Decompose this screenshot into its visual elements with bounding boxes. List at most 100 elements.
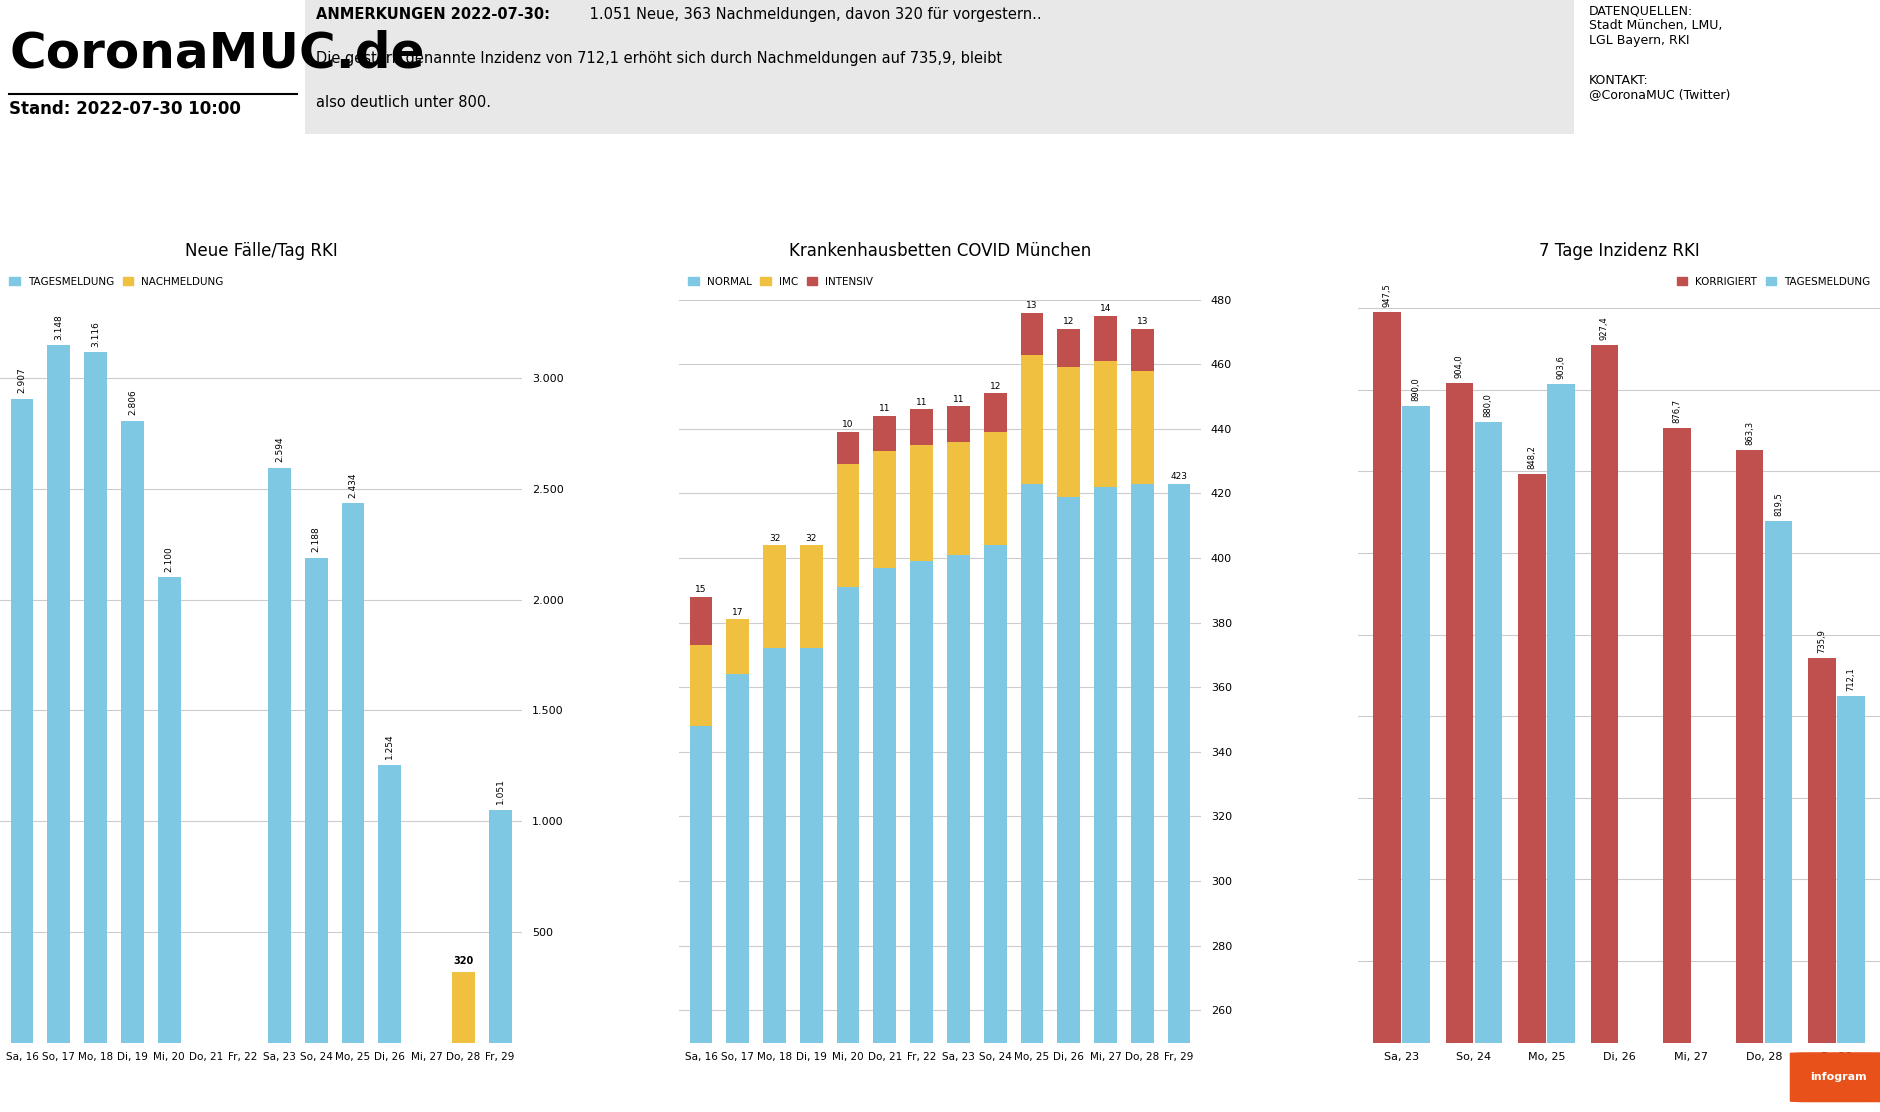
Bar [910,562,932,1043]
Bar [874,416,897,451]
Bar [1402,406,1429,1043]
Bar [948,555,970,1043]
Bar [85,353,107,1043]
Bar [948,441,970,555]
Text: 423: 423 [1134,473,1151,481]
Text: INTENSIV: INTENSIV [1205,238,1252,248]
Bar [11,398,34,1043]
Text: 32: 32 [807,534,818,543]
Bar [837,587,859,1043]
Bar [1021,484,1043,1043]
FancyBboxPatch shape [1790,1052,1880,1102]
Text: 320: 320 [453,956,474,966]
Text: 348: 348 [692,714,709,724]
Text: 404: 404 [987,534,1004,543]
Legend: KORRIGIERT, TAGESMELDUNG: KORRIGIERT, TAGESMELDUNG [1673,272,1874,291]
Text: Di-Sa, nicht nach
Feiertagen: Di-Sa, nicht nach Feiertagen [1679,251,1767,275]
Text: 391: 391 [840,576,857,585]
Bar [763,545,786,648]
Bar [1132,370,1154,484]
Bar [948,406,970,441]
Text: Made with: Made with [1747,1072,1805,1082]
Bar [378,765,400,1043]
Text: 32: 32 [769,534,780,543]
Text: 13: 13 [1073,187,1120,220]
Text: 36: 36 [880,440,891,449]
Text: +4: +4 [442,187,498,221]
Text: 13: 13 [1026,301,1038,310]
Bar [1132,329,1154,370]
Bar [269,468,291,1043]
Text: 25: 25 [696,634,707,643]
Text: 17: 17 [731,608,743,617]
Text: 15: 15 [696,585,707,594]
Bar [1809,657,1835,1043]
Bar [910,445,932,562]
Text: 364: 364 [729,663,746,672]
Bar [1021,355,1043,484]
Text: 11: 11 [953,395,964,404]
Text: 13: 13 [1137,317,1149,326]
Text: 399: 399 [914,549,931,558]
Text: 40: 40 [1026,342,1038,351]
Text: 1.051: 1.051 [496,778,504,804]
Text: 2.806: 2.806 [128,389,137,416]
Text: 423: 423 [931,187,1000,220]
Bar [489,810,511,1043]
Text: 3.148: 3.148 [55,314,64,340]
Text: Gesamt: 606.787: Gesamt: 606.787 [111,251,201,261]
Text: TODESFÄLLE: TODESFÄLLE [431,138,509,148]
Text: 735,9: 735,9 [1818,628,1827,653]
Text: Die gestern genannte Inzidenz von 712,1 erhöht sich durch Nachmeldungen auf 735,: Die gestern genannte Inzidenz von 712,1 … [316,51,1002,66]
Bar [910,409,932,445]
Bar [1837,696,1865,1043]
Text: KRANKENHAUSBETTEN COVID: KRANKENHAUSBETTEN COVID [1004,138,1190,148]
Text: 11: 11 [880,405,891,414]
Bar [1021,312,1043,355]
Text: 423: 423 [1171,473,1188,481]
Text: 372: 372 [765,637,784,646]
Bar [726,619,748,674]
Bar [1057,367,1081,497]
Text: 904,0: 904,0 [1455,355,1465,378]
Text: 1.051 Neue, 363 Nachmeldungen, davon 320 für vorgestern..: 1.051 Neue, 363 Nachmeldungen, davon 320… [585,7,1042,21]
Bar [874,451,897,568]
Bar [1735,449,1763,1043]
Text: 35: 35 [1137,359,1149,368]
Text: 890,0: 890,0 [1412,377,1419,401]
Text: 419: 419 [1060,485,1077,494]
Text: 397: 397 [876,556,893,565]
Bar [726,674,748,1043]
Text: 947,5: 947,5 [1382,284,1391,307]
Bar [799,648,823,1043]
Text: CoronaMUC.de: CoronaMUC.de [9,29,425,78]
Text: 38: 38 [842,453,854,461]
Bar [1765,522,1792,1043]
Bar [1094,361,1117,487]
Bar [1057,329,1081,367]
Text: 36: 36 [916,434,927,443]
Text: Aktuell Infizierte: Aktuell Infizierte [714,1070,846,1084]
Text: REPRODUKTIONSWERT: REPRODUKTIONSWERT [1339,138,1481,148]
Bar [1167,484,1190,1043]
Text: 35: 35 [989,420,1000,429]
Bar [342,504,365,1043]
Bar [1094,487,1117,1043]
Text: DATENQUELLEN:
Stadt München, LMU,
LGL Bayern, RKI: DATENQUELLEN: Stadt München, LMU, LGL Ba… [1589,4,1722,47]
Text: ANMERKUNGEN 2022-07-30:: ANMERKUNGEN 2022-07-30: [316,7,549,21]
Text: 863,3: 863,3 [1745,420,1754,445]
Text: : Summe RKI heute minus Genesene: : Summe RKI heute minus Genesene [887,1070,1141,1084]
Title: Krankenhausbetten COVID München: Krankenhausbetten COVID München [790,242,1090,260]
Bar [1590,345,1619,1043]
Text: 2.594: 2.594 [274,437,284,463]
Text: ↥ Share: ↥ Share [19,1072,64,1082]
Text: 23.691: 23.691 [714,187,854,221]
Text: 40: 40 [1062,356,1073,365]
Text: 39: 39 [1100,349,1111,358]
Text: NORMAL.: NORMAL. [942,238,989,248]
Text: 401: 401 [949,543,966,553]
Bar [120,421,143,1043]
Bar [305,0,1574,133]
Text: 2.100: 2.100 [165,546,173,572]
Text: infogram: infogram [1810,1072,1867,1082]
